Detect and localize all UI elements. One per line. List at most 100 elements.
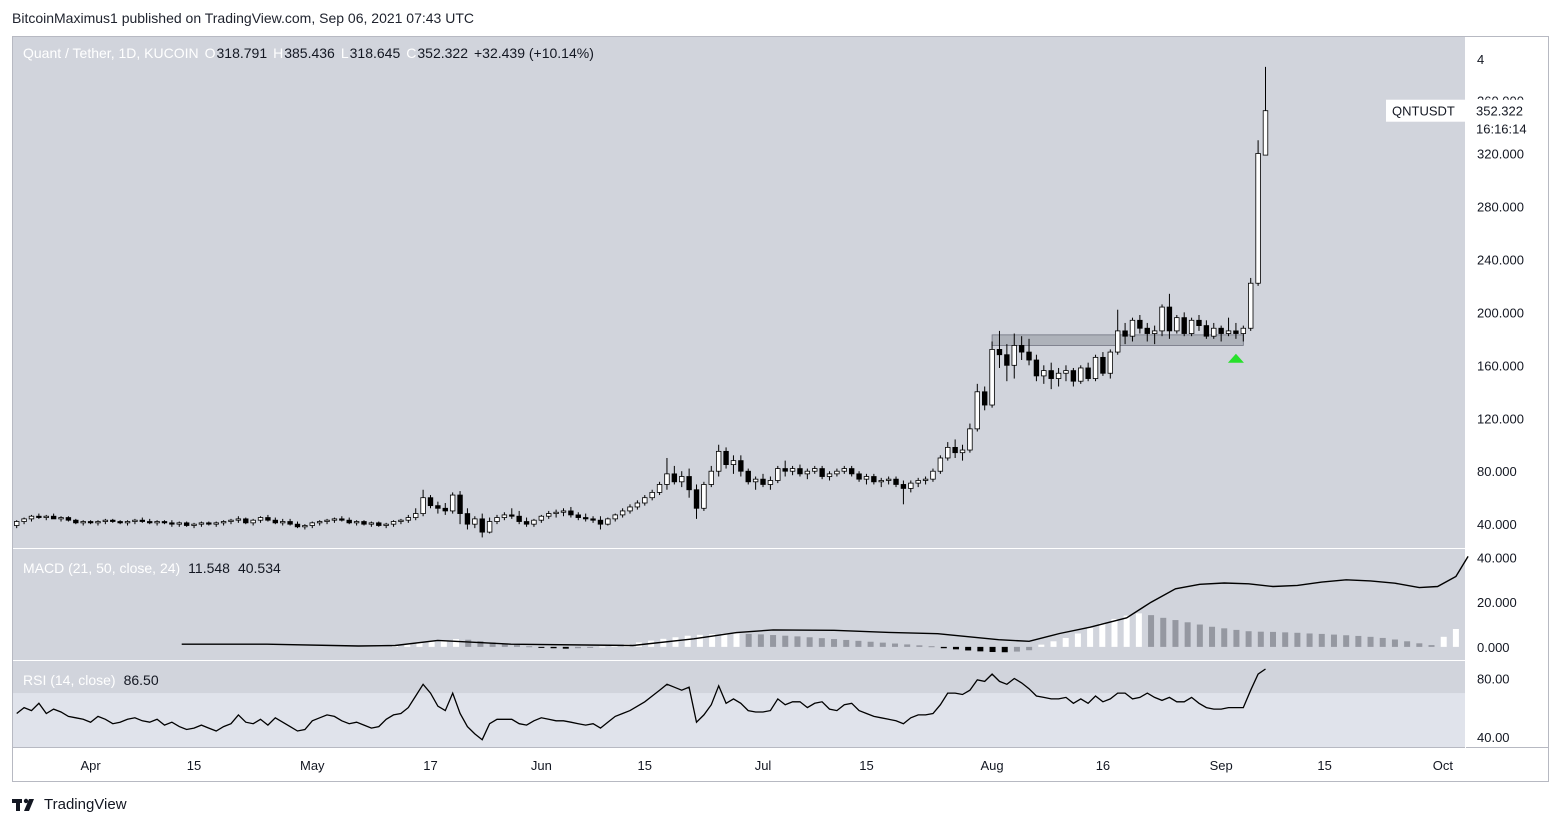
candle-down[interactable] [871, 476, 877, 483]
candle-up[interactable] [398, 519, 404, 522]
candle-up[interactable] [1115, 330, 1121, 353]
candle-up[interactable] [280, 521, 286, 524]
candle-up[interactable] [132, 519, 138, 522]
candle-up[interactable] [1262, 110, 1269, 156]
candle-up[interactable] [235, 518, 242, 521]
candle-down[interactable] [952, 446, 958, 454]
candle-down[interactable] [1166, 306, 1173, 332]
candle-up[interactable] [1151, 330, 1158, 334]
candle-down[interactable] [139, 519, 146, 522]
candle-up[interactable] [612, 514, 618, 520]
candle-up[interactable] [834, 470, 840, 475]
candle-down[interactable] [73, 519, 79, 524]
candle-down[interactable] [856, 473, 862, 480]
candle-up[interactable] [1225, 330, 1232, 334]
candle-down[interactable] [590, 518, 596, 521]
candle-up[interactable] [383, 523, 389, 526]
candle-up[interactable] [1211, 327, 1217, 337]
candle-up[interactable] [102, 519, 109, 522]
candle-down[interactable] [900, 484, 907, 489]
candle-down[interactable] [36, 515, 42, 518]
candle-up[interactable] [1174, 317, 1180, 332]
candle-down[interactable] [361, 521, 367, 525]
candle-up[interactable] [619, 510, 626, 516]
candle-down[interactable] [738, 460, 744, 472]
macd-line[interactable] [181, 556, 1469, 647]
candle-down[interactable] [671, 473, 678, 483]
candle-up[interactable] [605, 518, 611, 525]
candle-up[interactable] [1078, 367, 1084, 382]
candle-down[interactable] [346, 519, 352, 524]
symbol-tag[interactable] [1386, 99, 1466, 122]
candle-down[interactable] [893, 478, 899, 485]
chart-canvas[interactable]: Quant / Tether, 1D, KUCOIN O 318.791 H 385.4… [13, 37, 1548, 781]
candle-up[interactable] [1011, 345, 1017, 366]
candle-down[interactable] [87, 521, 94, 524]
candle-down[interactable] [206, 522, 212, 525]
last-price-tag[interactable] [1466, 99, 1544, 142]
candle-up[interactable] [413, 513, 419, 518]
candle-up[interactable] [789, 468, 796, 472]
candle-down[interactable] [1033, 359, 1040, 377]
candle-up[interactable] [353, 521, 360, 524]
candle-up[interactable] [14, 521, 20, 526]
candle-up[interactable] [531, 519, 537, 525]
footer-brand[interactable]: TradingView [44, 796, 127, 813]
candle-down[interactable] [435, 505, 441, 509]
candle-up[interactable] [191, 523, 197, 526]
candle-up[interactable] [198, 522, 205, 525]
candle-up[interactable] [1248, 282, 1254, 329]
candle-up[interactable] [80, 521, 86, 524]
candle-down[interactable] [1085, 367, 1091, 379]
candle-up[interactable] [154, 521, 160, 524]
candle-up[interactable] [1107, 351, 1114, 374]
candle-down[interactable] [1070, 370, 1077, 382]
candle-up[interactable] [553, 511, 559, 514]
candle-up[interactable] [1055, 372, 1062, 379]
candle-up[interactable] [420, 497, 426, 514]
candle-down[interactable] [516, 515, 522, 522]
candle-down[interactable] [1026, 351, 1032, 361]
candle-down[interactable] [479, 518, 485, 533]
candle-up[interactable] [841, 468, 847, 472]
candle-down[interactable] [110, 519, 116, 522]
candle-up[interactable] [664, 473, 670, 485]
candle-up[interactable] [908, 482, 914, 489]
candle-up[interactable] [58, 517, 64, 520]
candle-down[interactable] [1018, 345, 1025, 353]
candle-down[interactable] [745, 470, 751, 483]
candle-down[interactable] [582, 517, 589, 520]
candle-down[interactable] [117, 521, 123, 524]
candle-down[interactable] [575, 514, 581, 518]
candle-down[interactable] [1203, 325, 1210, 337]
candle-down[interactable] [294, 523, 301, 528]
candle-up[interactable] [220, 521, 227, 524]
candle-down[interactable] [50, 515, 57, 520]
candle-up[interactable] [752, 478, 759, 483]
candle-up[interactable] [634, 502, 641, 508]
candle-down[interactable] [1004, 354, 1010, 366]
candle-up[interactable] [656, 484, 663, 493]
candle-up[interactable] [1188, 319, 1195, 334]
candle-up[interactable] [642, 497, 648, 504]
candle-down[interactable] [272, 519, 279, 524]
candle-up[interactable] [1240, 327, 1247, 334]
candle-down[interactable] [339, 518, 345, 521]
candle-down[interactable] [523, 521, 530, 525]
candle-up[interactable] [1255, 153, 1261, 284]
candle-down[interactable] [848, 468, 855, 475]
candle-up[interactable] [730, 460, 737, 465]
candle-up[interactable] [21, 518, 27, 522]
candle-up[interactable] [679, 476, 685, 483]
candle-down[interactable] [464, 513, 471, 525]
candle-up[interactable] [257, 517, 264, 521]
candle-down[interactable] [760, 478, 766, 485]
candle-down[interactable] [568, 510, 574, 516]
candle-up[interactable] [885, 478, 892, 481]
candle-up[interactable] [804, 470, 811, 475]
candle-up[interactable] [915, 480, 921, 484]
candle-up[interactable] [627, 506, 633, 512]
candle-down[interactable] [169, 522, 175, 525]
candle-up[interactable] [494, 517, 500, 522]
candle-up[interactable] [316, 521, 323, 524]
